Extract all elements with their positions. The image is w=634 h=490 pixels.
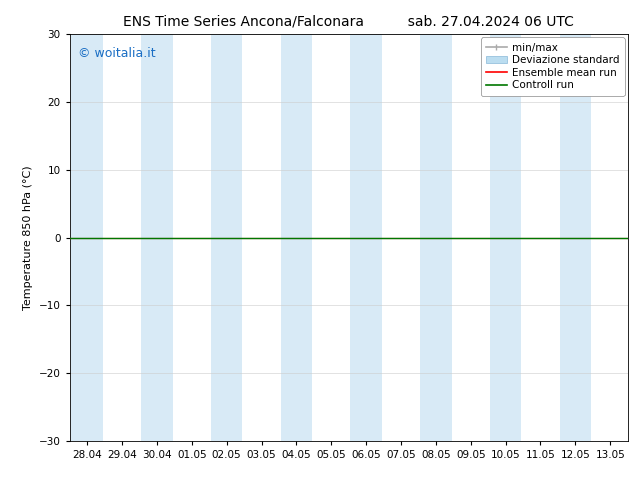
Bar: [560, 34, 591, 441]
Y-axis label: Temperature 850 hPa (°C): Temperature 850 hPa (°C): [23, 165, 33, 310]
Title: ENS Time Series Ancona/Falconara          sab. 27.04.2024 06 UTC: ENS Time Series Ancona/Falconara sab. 27…: [123, 15, 574, 29]
Bar: [490, 34, 521, 441]
Bar: [351, 34, 382, 441]
Bar: [141, 34, 172, 441]
Bar: [72, 34, 103, 441]
Bar: [211, 34, 242, 441]
Bar: [420, 34, 451, 441]
Text: © woitalia.it: © woitalia.it: [78, 47, 156, 59]
Legend: min/max, Deviazione standard, Ensemble mean run, Controll run: min/max, Deviazione standard, Ensemble m…: [481, 37, 624, 96]
Bar: [281, 34, 312, 441]
